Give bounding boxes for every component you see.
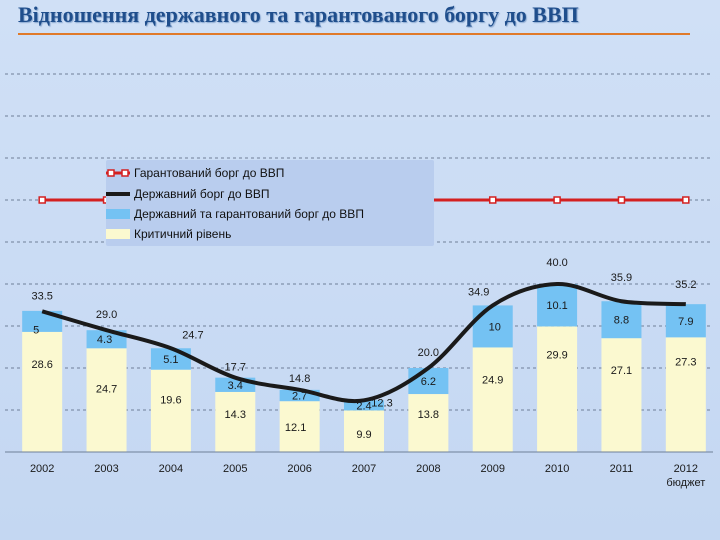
bar-base <box>22 331 63 452</box>
title-underline <box>18 33 690 35</box>
bar-top-label: 10 <box>489 321 501 333</box>
legend-label: Критичний рівень <box>134 227 232 241</box>
x-tick-note: бюджет <box>666 477 705 489</box>
bar-base <box>344 410 384 452</box>
bar-base-label: 27.1 <box>611 365 632 377</box>
bar-top <box>408 368 449 395</box>
bar-top-label: 7.9 <box>678 316 693 328</box>
bar-top-label: 8.8 <box>614 315 629 327</box>
bar-base-label: 28.6 <box>31 359 52 371</box>
x-tick-label: 2008 <box>416 463 440 475</box>
bar-base-label: 24.7 <box>96 383 117 395</box>
line-value-label: 35.2 <box>675 279 696 291</box>
line-value-label: 35.9 <box>611 272 632 284</box>
bar-top-label: 3.4 <box>228 380 243 392</box>
bar-top-label: 5 <box>33 324 39 336</box>
legend-item-critical-level: Критичний рівень <box>106 224 231 244</box>
bar-top-label: 10.1 <box>546 300 567 312</box>
critical-level-marker <box>488 196 497 204</box>
bar-base-label: 29.9 <box>546 349 567 361</box>
bar-top-label: 4.3 <box>97 334 112 346</box>
critical-level-marker <box>553 196 561 204</box>
bar-top <box>344 400 384 411</box>
x-tick-label: 2003 <box>94 463 118 475</box>
legend-label: Гарантований борг до ВВП <box>134 166 285 180</box>
red-line-marker-icon <box>106 166 130 180</box>
bar-base <box>86 348 127 452</box>
page-title: Відношення державного та гарантованого б… <box>18 2 579 27</box>
x-tick-label: 2012 <box>674 463 698 475</box>
bar-top-label: 2.4 <box>356 400 371 412</box>
critical-level-marker <box>38 196 46 204</box>
x-tick-label: 2002 <box>30 463 54 475</box>
bar-top <box>472 305 513 348</box>
x-tick-label: 2011 <box>610 463 634 475</box>
bar-top <box>665 304 706 338</box>
x-tick-label: 2007 <box>352 463 376 475</box>
critical-level-marker <box>682 196 690 204</box>
bar-base <box>472 347 513 452</box>
bar-base <box>601 338 642 452</box>
x-tick-label: 2005 <box>223 463 247 475</box>
bar-base <box>150 369 191 452</box>
bar-top <box>537 284 578 327</box>
line-value-label: 12.3 <box>371 397 392 409</box>
bar-top <box>279 389 320 402</box>
bar-base-label: 9.9 <box>356 429 371 441</box>
bar-top-label: 2.7 <box>292 391 307 403</box>
x-tick-label: 2006 <box>287 463 311 475</box>
bar-base <box>215 391 256 452</box>
x-tick-label: 2010 <box>545 463 569 475</box>
line-value-label: 24.7 <box>182 329 203 341</box>
bar-base-label: 14.3 <box>225 409 246 421</box>
chart-legend: Гарантований борг до ВВП Державний борг … <box>106 160 434 246</box>
line-value-label: 20.0 <box>418 347 439 359</box>
legend-label: Державний та гарантований борг до ВВП <box>134 207 364 221</box>
bar-base-label: 24.9 <box>482 374 503 386</box>
bar-base-label: 19.6 <box>160 395 181 407</box>
line-value-label: 40.0 <box>546 257 567 269</box>
critical-level-marker <box>617 196 626 204</box>
cream-swatch-icon <box>106 227 130 241</box>
bar-base-label: 12.1 <box>285 422 306 434</box>
legend-item-guaranteed-debt: Гарантований борг до ВВП <box>106 163 284 183</box>
bar-base-label: 27.3 <box>675 356 696 368</box>
bar-top-label: 5.1 <box>163 354 178 366</box>
line-value-label: 29.0 <box>96 309 117 321</box>
bar-base-label: 13.8 <box>418 409 439 421</box>
line-value-label: 17.7 <box>225 362 246 374</box>
blue-swatch-icon <box>106 207 130 221</box>
bar-top <box>601 301 642 339</box>
line-value-label: 33.5 <box>31 290 52 302</box>
bar-top-label: 6.2 <box>421 376 436 388</box>
legend-item-total-debt: Державний та гарантований борг до ВВП <box>106 204 364 224</box>
bar-base <box>279 401 320 452</box>
bar-base <box>408 394 449 452</box>
legend-label: Державний борг до ВВП <box>134 187 270 201</box>
state-debt-line <box>41 281 686 404</box>
line-value-label: 34.9 <box>468 286 489 298</box>
x-tick-label: 2009 <box>480 463 504 475</box>
bar-base <box>665 337 706 452</box>
black-line-icon <box>106 187 130 201</box>
line-value-label: 14.8 <box>289 373 310 385</box>
bar-base <box>537 326 578 452</box>
legend-item-state-debt: Державний борг до ВВП <box>106 184 270 204</box>
x-tick-label: 2004 <box>159 463 183 475</box>
